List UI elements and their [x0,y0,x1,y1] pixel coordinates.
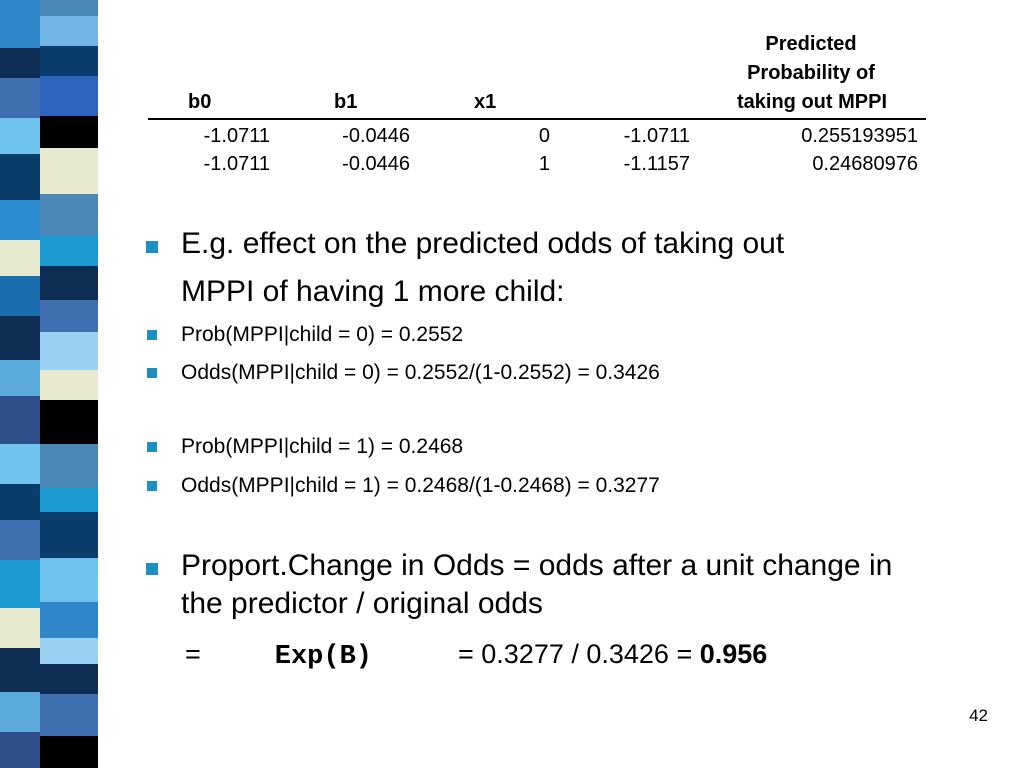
equation-result: 0.956 [699,639,768,669]
bullet-square-icon [147,330,157,340]
page-number: 42 [969,706,988,725]
bullet-odds0-text: Odds(MPPI|child = 0) = 0.2552/(1-0.2552)… [181,361,660,384]
row0-b0: -1.0711 [203,125,270,147]
row0-logit: -1.0711 [623,125,690,147]
row0-prob: 0.255193951 [801,125,918,147]
bullet-square-icon [147,481,157,491]
bullet-intro-line2: MPPI of having 1 more child: [181,275,565,308]
bullet-square-icon [146,241,158,253]
equation-equals: = [185,639,201,669]
prediction-table: b0 b1 x1 Predicted Probability of taking… [148,28,928,188]
header-b1: b1 [334,91,358,113]
header-rule [148,118,926,120]
row0-x1: 0 [538,125,550,147]
row1-b1: -0.0446 [342,153,410,175]
bullet-square-icon [146,563,158,575]
row1-prob: 0.24680976 [812,153,918,175]
bullet-proport-line1: Proport.Change in Odds = odds after a un… [181,549,893,582]
row1-logit: -1.1157 [623,153,690,175]
decorative-stripe [0,0,118,768]
row1-b0: -1.0711 [203,153,270,175]
row1-x1: 1 [538,153,550,175]
bullet-prob1-text: Prob(MPPI|child = 1) = 0.2468 [181,435,464,458]
equation-calc: = 0.3277 / 0.3426 = [458,639,700,669]
equation-exp: Exp(B) [274,642,372,672]
bullet-square-icon [147,442,157,452]
bullet-prob0-text: Prob(MPPI|child = 0) = 0.2552 [181,323,464,346]
bullet-proport-line2: the predictor / original odds [181,587,543,620]
bullet-intro-line1: E.g. effect on the predicted odds of tak… [181,227,785,260]
header-prob-line1: Predicted [765,33,857,55]
row0-b1: -0.0446 [342,125,410,147]
bullet-square-icon [147,368,157,378]
header-b0: b0 [188,91,212,113]
header-prob-line2: Probability of [747,62,875,84]
equation-line: = Exp(B) = 0.3277 / 0.3426 = 0.956 [185,638,767,673]
bullet-odds1-text: Odds(MPPI|child = 1) = 0.2468/(1-0.2468)… [181,474,660,497]
header-x1: x1 [474,91,497,113]
header-prob-line3: taking out MPPI [737,91,887,113]
